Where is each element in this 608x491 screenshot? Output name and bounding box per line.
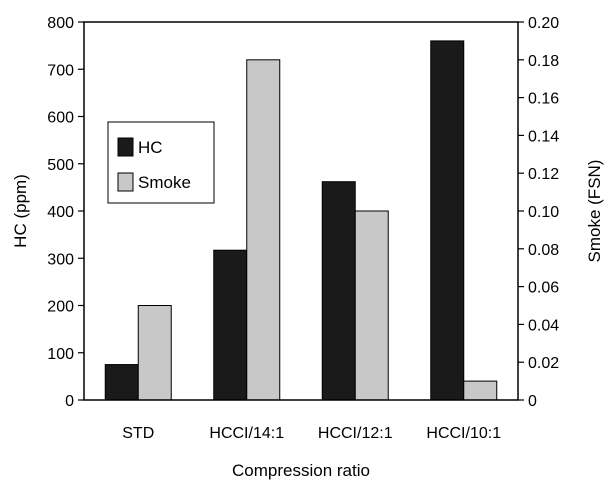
left-tick-label: 100 (47, 346, 74, 363)
right-tick-label: 0.08 (528, 242, 559, 259)
x-tick-label: HCCI/14:1 (209, 425, 284, 442)
plot-frame (83, 21, 519, 401)
left-axis-ticks: 0 100 200 300 400 500 600 700 800 (47, 15, 84, 410)
right-tick-label: 0.02 (528, 355, 559, 372)
legend-swatch-hc (117, 137, 134, 157)
x-tick-label: HCCI/10:1 (426, 425, 501, 442)
legend-swatch-smoke (117, 172, 134, 192)
legend: HC Smoke (107, 121, 215, 204)
left-tick-label: 800 (47, 15, 74, 32)
right-tick-label: 0.14 (528, 128, 559, 145)
bars-group (104, 40, 498, 401)
right-tick-label: 0.12 (528, 166, 559, 183)
right-tick-label: 0.04 (528, 317, 559, 334)
bar-smoke-2 (354, 210, 389, 401)
bar-hc-1 (213, 249, 248, 401)
right-tick-label: 0.10 (528, 204, 559, 221)
right-tick-label: 0.16 (528, 91, 559, 108)
x-axis-ticks: STD HCCI/14:1 HCCI/12:1 HCCI/10:1 (122, 425, 501, 442)
bar-hc-3 (430, 40, 465, 401)
left-tick-label: 400 (47, 204, 74, 221)
x-axis-label: Compression ratio (232, 461, 370, 480)
legend-box (107, 121, 215, 204)
y-axis-right-label: Smoke (FSN) (585, 160, 604, 263)
left-tick-label: 500 (47, 157, 74, 174)
bar-smoke-0 (137, 305, 172, 401)
right-tick-label: 0.20 (528, 15, 559, 32)
left-tick-label: 200 (47, 299, 74, 316)
bar-smoke-1 (246, 59, 281, 401)
right-axis-ticks: 0 0.02 0.04 0.06 0.08 0.10 0.12 0.14 0.16 0.18 0.2… (518, 15, 559, 410)
legend-label-smoke: Smoke (138, 173, 191, 192)
bar-hc-0 (104, 364, 139, 401)
bar-hc-2 (321, 181, 356, 401)
legend-label-hc: HC (138, 138, 163, 157)
right-tick-label: 0.06 (528, 280, 559, 297)
right-tick-label: 0 (528, 393, 537, 410)
left-tick-label: 300 (47, 251, 74, 268)
x-tick-label: STD (122, 425, 154, 442)
bar-smoke-3 (463, 380, 498, 401)
y-axis-left-label: HC (ppm) (11, 174, 30, 248)
left-tick-label: 0 (65, 393, 74, 410)
right-tick-label: 0.18 (528, 53, 559, 70)
x-tick-label: HCCI/12:1 (318, 425, 393, 442)
left-tick-label: 700 (47, 62, 74, 79)
left-tick-label: 600 (47, 110, 74, 127)
